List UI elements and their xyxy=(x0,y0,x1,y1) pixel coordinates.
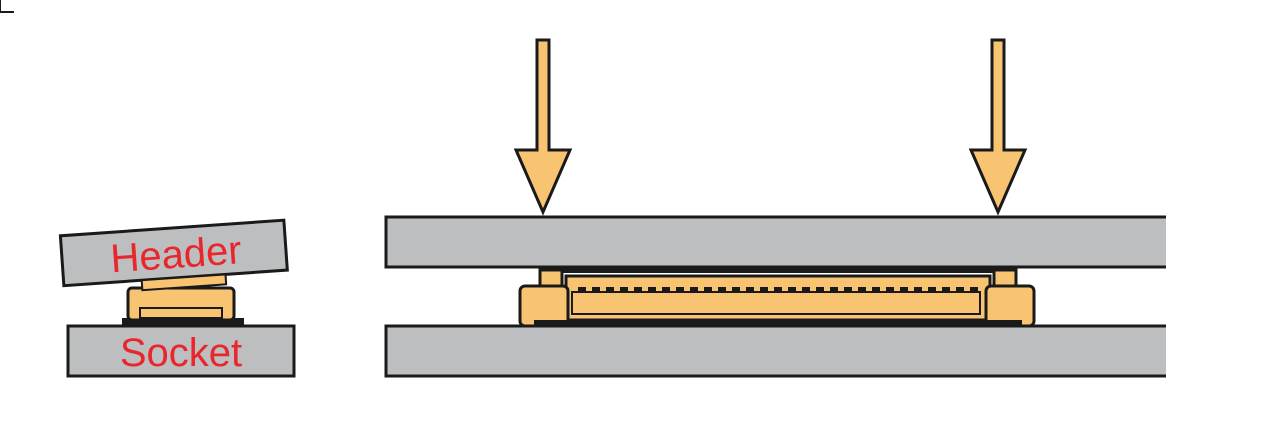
down-arrow-icon xyxy=(968,38,1028,216)
contact-pin-top xyxy=(704,287,712,291)
contact-pin-top xyxy=(886,287,894,291)
contact-pin-top xyxy=(746,287,754,291)
contact-pin-top xyxy=(662,287,670,291)
contact-pin-top xyxy=(732,287,740,291)
connector-base xyxy=(534,320,1022,326)
contact-pin-top xyxy=(620,287,628,291)
contact-pin-top xyxy=(690,287,698,291)
crop-mask xyxy=(1166,200,1288,400)
contact-pin-top xyxy=(592,287,600,291)
socket-board xyxy=(66,324,296,378)
contact-pin-top xyxy=(816,287,824,291)
socket-label: Socket xyxy=(120,331,242,375)
contact-pin-top xyxy=(648,287,656,291)
mated-assembly xyxy=(384,38,1288,400)
contact-pin-top xyxy=(914,287,922,291)
contact-pin-top xyxy=(788,287,796,291)
contact-pin-top xyxy=(844,287,852,291)
contact-pin-top xyxy=(928,287,936,291)
contact-row-top xyxy=(578,287,978,291)
contact-pin-top xyxy=(760,287,768,291)
contact-pin-top xyxy=(606,287,614,291)
socket-connector-small xyxy=(122,286,244,326)
contact-pin-top xyxy=(718,287,726,291)
contact-pin-top xyxy=(872,287,880,291)
cropped-caption-fragment xyxy=(0,0,14,13)
contact-pin-top xyxy=(900,287,908,291)
header-connector-small xyxy=(140,273,228,292)
contact-pin-top xyxy=(830,287,838,291)
bottom-board xyxy=(384,324,1288,378)
contact-pin-top xyxy=(774,287,782,291)
contact-pin-top xyxy=(676,287,684,291)
side-view-assembly: Socket Header xyxy=(58,218,296,378)
header-label: Header xyxy=(109,228,243,281)
header-board-tilted: Header xyxy=(58,218,289,292)
contact-pin-top xyxy=(970,287,978,291)
socket-connector-base xyxy=(122,318,244,326)
header-strip xyxy=(548,267,1006,273)
contact-pin-top xyxy=(956,287,964,291)
socket-connector-slot xyxy=(139,307,223,319)
contact-pin-top xyxy=(802,287,810,291)
contact-pin-top xyxy=(634,287,642,291)
contact-pin-top xyxy=(942,287,950,291)
long-connector xyxy=(518,268,1036,328)
contact-pin-top xyxy=(858,287,866,291)
down-arrow-icon xyxy=(513,38,573,216)
top-board xyxy=(384,215,1288,269)
connector-inner xyxy=(571,291,981,315)
contact-pin-top xyxy=(578,287,586,291)
